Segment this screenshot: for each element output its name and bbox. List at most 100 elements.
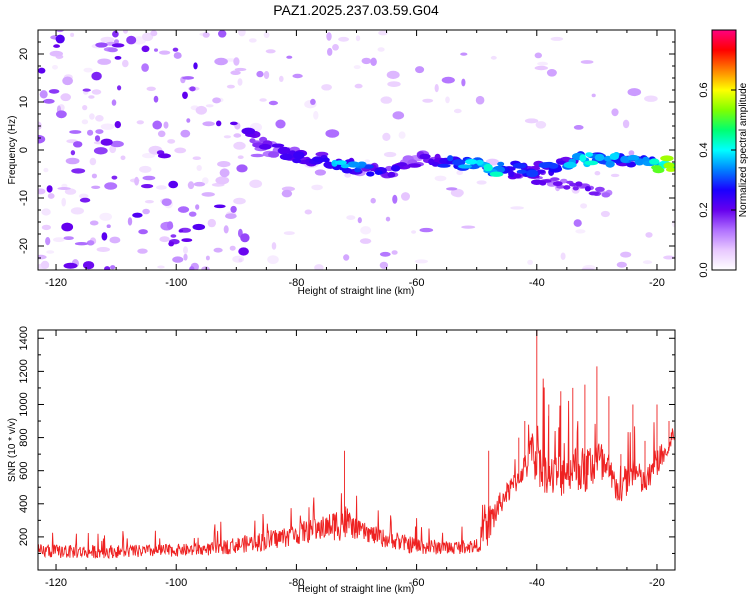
spectrogram-cell (594, 153, 605, 162)
spectrogram-cell (359, 238, 372, 244)
spectrogram-cell (392, 194, 398, 204)
spectrogram-cell (370, 197, 376, 204)
spectrogram-cell (437, 163, 451, 168)
spectrogram-cell (343, 254, 350, 261)
spectrogram-cell (170, 234, 177, 238)
spectrogram-cell (401, 192, 410, 201)
spectrogram-cell (109, 145, 117, 154)
spectrogram-cell (43, 167, 49, 173)
spectrogram-cell (249, 179, 263, 188)
spectrogram-cell (65, 157, 80, 165)
colorbar: 0.0 0.2 0.4 0.6 Normalized spectral amplitu… (698, 29, 749, 278)
spectrogram-cell (238, 247, 249, 256)
spectrogram-cell (265, 49, 276, 54)
spectrogram-cell (213, 204, 226, 209)
spectrogram-cell (575, 229, 586, 234)
x-tick-label: -60 (409, 577, 425, 589)
spectrogram-cell (267, 255, 279, 264)
spectrogram-cell (579, 154, 587, 162)
spectrogram-cell (660, 155, 674, 162)
y-tick-label: 20 (18, 48, 30, 60)
spectrogram-cell (53, 44, 60, 48)
spectrogram-cell (93, 147, 108, 155)
spectrogram-cell (325, 129, 340, 138)
spectrogram-cell (357, 217, 362, 224)
spectrogram-cell (601, 192, 611, 198)
spectrogram-cell (88, 95, 95, 99)
spectrogram-cell (110, 140, 124, 148)
spectrogram-cell (355, 35, 361, 42)
spectrogram-cell (314, 264, 324, 270)
spectrogram-cell (512, 162, 527, 169)
spectrogram-cell (157, 265, 165, 269)
spectrogram-cell (645, 232, 653, 238)
spectrogram-cell (456, 170, 464, 176)
spectrogram-cell (195, 204, 200, 210)
spectrogram-cell (652, 167, 665, 174)
spectrogram-cell (476, 180, 487, 185)
spectrogram-cell (214, 57, 228, 66)
spectrogram-cell (95, 42, 108, 48)
spectrogram-cell (237, 155, 244, 159)
spectrogram-cell (39, 90, 48, 99)
x-tick-label: -40 (529, 277, 545, 289)
spectrogram-cell (447, 155, 454, 162)
spectrogram-cell (411, 230, 417, 234)
x-tick-label: -20 (649, 277, 665, 289)
spectrogram-cell (531, 179, 543, 185)
spectrogram-cell (183, 246, 188, 255)
spectrogram-cell (347, 161, 360, 168)
spectrogram-cell (354, 167, 362, 173)
spectrogram-cell (188, 211, 197, 217)
spectrogram-cell (588, 191, 600, 196)
spectrogram-cell (546, 69, 557, 77)
spectrogram-cell (97, 58, 112, 65)
spectrogram-cell (112, 30, 119, 38)
spectrogram-cell (117, 85, 122, 91)
spectrogram-cell (82, 105, 88, 111)
spectrogram-cell (332, 44, 339, 51)
spectrogram-cell (134, 176, 140, 186)
spectrogram-cell (182, 91, 188, 100)
spectrogram-cell (460, 52, 468, 56)
spectrogram-cell (434, 84, 439, 93)
spectrogram-cell (91, 173, 97, 179)
x-tick-label: -80 (288, 577, 304, 589)
spectrogram-cell (49, 50, 63, 57)
spectrogram-cell (292, 158, 302, 164)
spectrogram-cell (326, 32, 332, 41)
y-tick-label: 1000 (18, 392, 30, 416)
spectrogram-cell (142, 32, 154, 42)
spectrogram-cell (419, 153, 431, 160)
x-tick-label: -120 (45, 577, 67, 589)
spectrogram-cell (380, 96, 393, 104)
spectrogram-cell (370, 57, 377, 66)
spectrogram-cell (152, 120, 162, 130)
spectrogram-cell (450, 188, 464, 197)
spectrogram-cell (387, 171, 396, 178)
snr-y-label: SNR (10 * v/v) (7, 418, 18, 482)
spectrogram-cell (193, 181, 206, 187)
spectrogram-cell (41, 208, 51, 216)
spectrogram-cell (475, 159, 484, 165)
spectrogram-cell (534, 65, 548, 71)
spectrogram-cell (665, 167, 675, 172)
spectrogram-y-ticks: -20 -10 0 10 20 (18, 29, 675, 271)
spectrogram-cell (83, 67, 93, 73)
spectrogram-cell (111, 99, 117, 106)
spectrogram-cell (314, 169, 326, 176)
spectrogram-cell (91, 185, 101, 189)
spectrogram-cell (167, 139, 176, 144)
spectrogram-cell (230, 70, 241, 75)
spectrogram-cell (70, 207, 84, 215)
x-tick-label: -100 (165, 277, 187, 289)
spectrogram-cell (100, 138, 113, 146)
spectrogram-cell (238, 258, 243, 263)
spectrogram-cell (101, 232, 108, 241)
spectrogram-cell (61, 222, 74, 232)
spectrogram-cell (616, 261, 627, 268)
spectrogram-cell (304, 209, 312, 215)
spectrogram-cell (202, 121, 215, 127)
spectrogram-cell (96, 247, 111, 252)
